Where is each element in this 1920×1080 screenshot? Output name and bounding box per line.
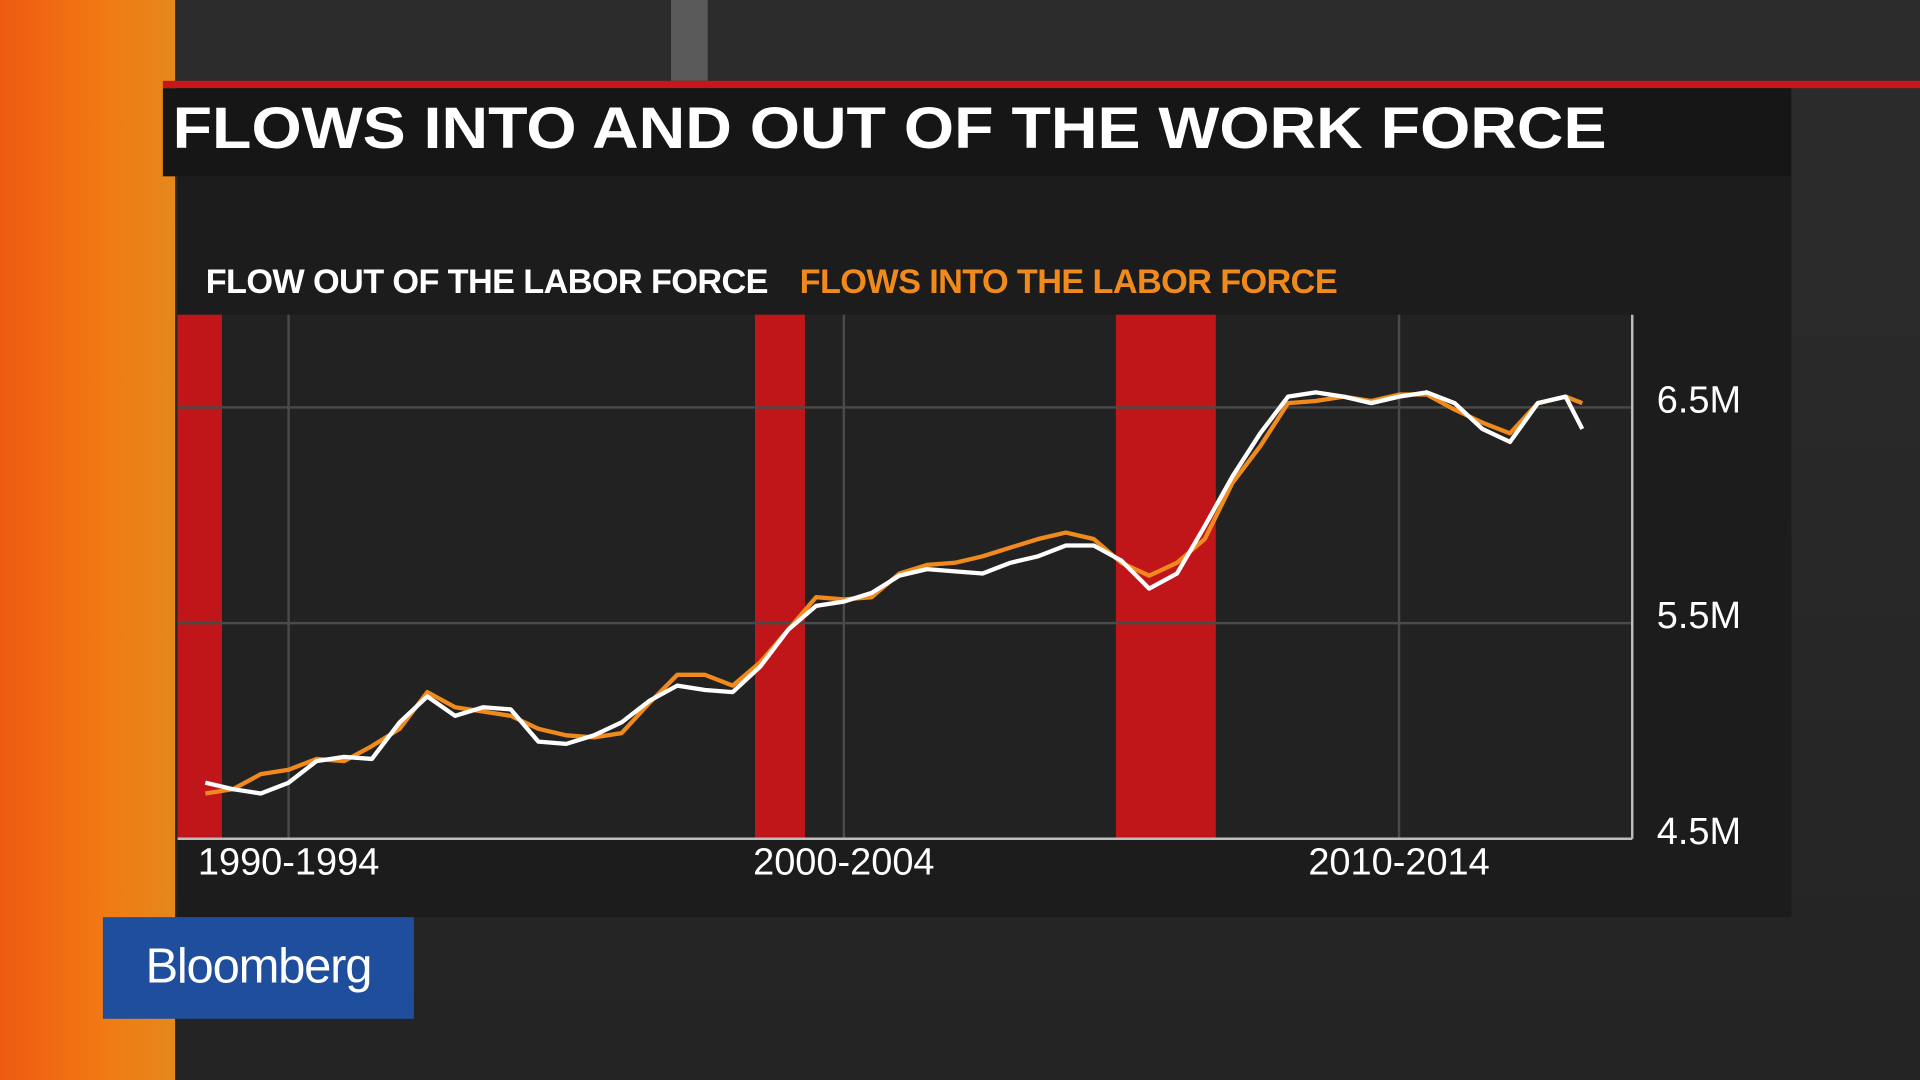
x-tick-label: 2010-2014 [1308, 842, 1489, 884]
chart-title: FLOWS INTO AND OUT OF THE WORK FORCE [173, 96, 1607, 161]
y-tick-label: 4.5M [1657, 811, 1741, 853]
legend-entry: FLOWS INTO THE LABOR FORCE [800, 263, 1337, 301]
x-tick-label: 2000-2004 [753, 842, 934, 884]
plot: 1990-1994 2000-2004 2010-2014 4.5M 5.5M 6.5M F… [177, 263, 1741, 884]
title-bar [162, 88, 1792, 177]
red-rule [162, 80, 1920, 89]
y-tick-label: 6.5M [1657, 380, 1741, 422]
x-tick-label: 1990-1994 [198, 842, 379, 884]
recession-band [177, 314, 222, 839]
legend-entry: FLOW OUT OF THE LABOR FORCE [206, 263, 768, 301]
recession-band [1115, 314, 1216, 839]
recession-band [754, 314, 805, 839]
logo-box [102, 917, 414, 1019]
series-line [204, 390, 1585, 796]
plot-area [177, 314, 1633, 839]
logo: Bloomberg [145, 940, 371, 994]
backdrop-bar [671, 0, 708, 81]
orange-strip [0, 0, 176, 1080]
y-tick-label: 5.5M [1657, 595, 1741, 637]
